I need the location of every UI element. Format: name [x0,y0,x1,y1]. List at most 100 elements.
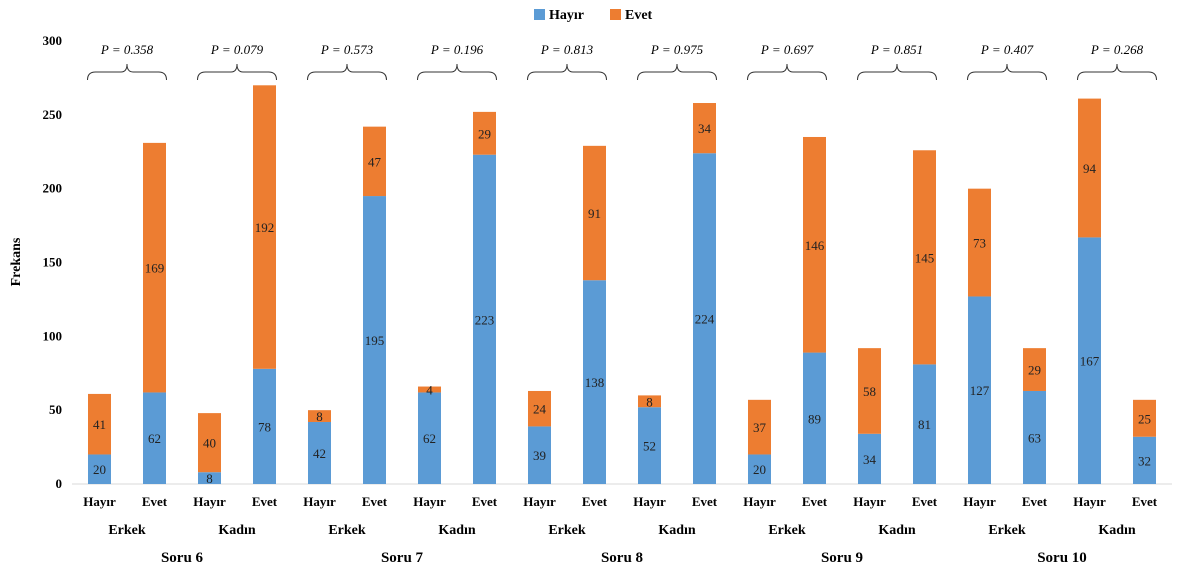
data-label: 52 [643,439,656,454]
x-tick-label: Evet [582,494,608,509]
bar-hayır [638,407,661,484]
data-label: 20 [93,462,106,477]
data-label: 127 [970,383,990,398]
x-tick-label: Hayır [963,494,996,509]
gender-group-label: Erkek [548,523,586,538]
bar-evet [418,386,441,393]
bars [88,85,1156,485]
gender-group-label: Kadın [1098,523,1136,538]
p-value-label: P = 0.975 [650,42,704,57]
bar-hayır [968,296,991,484]
bar-evet [143,142,166,393]
bar-hayır [748,454,771,484]
legend-swatch-hayır [534,9,545,20]
bar-evet [253,85,276,369]
data-label: 29 [1028,363,1041,378]
x-tick-label: Hayır [633,494,666,509]
x-tick-label: Evet [912,494,938,509]
gender-group-label: Kadın [218,523,256,538]
bar-evet [88,393,111,455]
bar-hayır [253,368,276,484]
bar-evet [363,126,386,197]
y-axis-label: Frekans [9,237,24,286]
data-label: 20 [753,462,766,477]
data-label: 169 [145,261,165,276]
x-tick-label: Hayır [743,494,776,509]
significance-bracket [527,63,607,81]
data-label: 8 [206,471,213,486]
data-label: 62 [148,431,161,446]
legend: Hayır Evet [534,8,653,23]
p-value-label: P = 0.196 [430,42,484,57]
significance-bracket [197,63,277,81]
p-value-label: P = 0.268 [1090,42,1144,57]
bar-evet [528,390,551,427]
data-label: 4 [426,382,433,397]
y-tick-label: 50 [49,402,62,417]
y-tick-label: 300 [43,33,63,48]
x-tick-label: Evet [252,494,278,509]
bar-hayır [418,392,441,484]
x-tick-label: Hayır [413,494,446,509]
p-value-label: P = 0.697 [760,42,814,57]
x-tick-label: Hayır [303,494,336,509]
data-label: 58 [863,384,876,399]
data-label: 42 [313,446,326,461]
bar-hayır [583,280,606,484]
bar-hayır [88,454,111,484]
data-label: 37 [753,420,767,435]
p-value-label: P = 0.407 [980,42,1034,57]
bar-hayır [858,433,881,484]
bar-evet [473,111,496,155]
data-label: 8 [646,394,653,409]
legend-swatch-evet [610,9,621,20]
x-tick-label: Evet [472,494,498,509]
bar-hayır [693,153,716,484]
x-tick-label: Evet [362,494,388,509]
significance-bracket [747,63,827,81]
x-tick-label: Hayır [523,494,556,509]
x-tick-label: Hayır [83,494,116,509]
data-labels: 20 41 62 169 8 40 78 192 42 8 195 47 62 4 223 29 39 24 138… [93,121,1151,486]
p-value-label: P = 0.813 [540,42,594,57]
bar-evet [968,188,991,297]
bar-evet [1078,98,1101,238]
bar-evet [1023,348,1046,391]
legend-label: Evet [625,8,653,23]
question-group-label: Soru 10 [1037,550,1087,566]
data-label: 78 [258,419,271,434]
gender-group-label: Erkek [988,523,1026,538]
x-tick-label: Evet [1132,494,1158,509]
gender-group-label: Kadın [438,523,476,538]
bar-hayır [198,472,221,484]
bar-evet [583,145,606,281]
bar-hayır [308,421,331,484]
bar-evet [1133,399,1156,437]
data-label: 145 [915,250,935,265]
bar-hayır [528,426,551,484]
data-label: 39 [533,448,546,463]
bar-evet [913,150,936,365]
p-value-brackets: P = 0.358 P = 0.079 P = 0.573 P = 0.196 P = … [87,42,1157,81]
question-group-label: Soru 6 [161,550,204,566]
data-label: 73 [973,236,986,251]
question-group-label: Soru 7 [381,550,424,566]
gender-group-label: Kadın [878,523,916,538]
data-label: 167 [1080,354,1100,369]
data-label: 29 [478,126,491,141]
bar-evet [638,395,661,408]
gender-group-label: Erkek [768,523,806,538]
data-label: 63 [1028,430,1041,445]
data-label: 94 [1083,161,1097,176]
data-label: 223 [475,312,495,327]
question-group-label: Soru 8 [601,550,643,566]
p-value-label: P = 0.573 [320,42,374,57]
y-tick-label: 100 [43,328,63,343]
gender-group-label: Erkek [328,523,366,538]
question-group-label: Soru 9 [821,550,863,566]
bar-hayır [473,154,496,484]
x-tick-label: Hayır [193,494,226,509]
bar-evet [748,399,771,455]
y-tick-label: 0 [56,476,63,491]
data-label: 138 [585,375,605,390]
